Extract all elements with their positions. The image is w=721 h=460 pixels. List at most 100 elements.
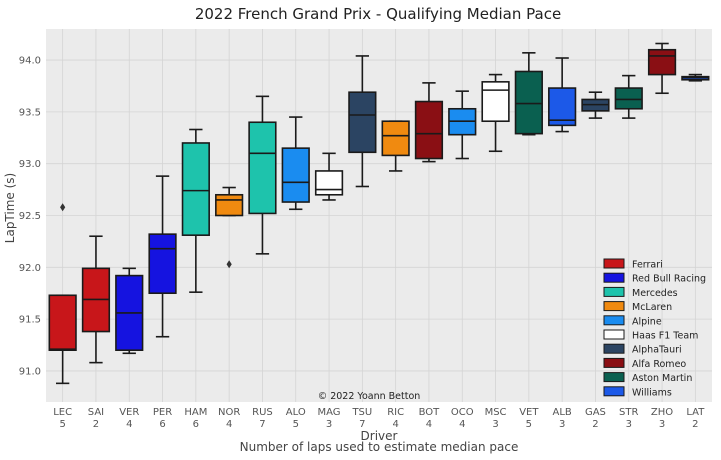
x-tick-driver: ALB: [553, 407, 572, 418]
legend-swatch: [603, 258, 625, 269]
y-tick-label: 91.5: [19, 315, 41, 326]
legend-swatch: [603, 343, 625, 354]
iqr-box: [48, 294, 77, 351]
boxplot-ver: [115, 267, 144, 355]
x-tick-driver: NOR: [218, 407, 240, 418]
x-axis-sublabel: Number of laps used to estimate median p…: [240, 440, 519, 454]
legend-swatch: [603, 301, 625, 312]
boxplot-rus: [248, 95, 277, 255]
x-axis-label: Driver: [361, 429, 398, 443]
iqr-box: [281, 147, 310, 203]
y-tick-labels: 91.0 91.5 92.0 92.5 93.0 93.5 94.0: [19, 56, 41, 378]
x-tick-laps: 2: [692, 419, 698, 430]
boxplot-ric: [381, 120, 410, 172]
x-tick-laps: 2: [93, 419, 99, 430]
legend-label: Ferrari: [632, 260, 663, 271]
x-tick-laps: 3: [492, 419, 498, 430]
boxplot-per: [148, 175, 177, 338]
iqr-box: [381, 120, 410, 157]
y-tick-label: 93.5: [19, 107, 41, 118]
x-tick-laps: 4: [459, 419, 465, 430]
legend-swatch: [603, 329, 625, 340]
boxplot-lat: [681, 73, 710, 82]
y-tick-label: 94.0: [19, 56, 41, 67]
x-tick-driver: LAT: [686, 407, 705, 418]
boxplot-bot: [414, 82, 444, 163]
x-tick-laps: 6: [193, 419, 199, 430]
x-tick-driver: ALO: [286, 407, 306, 418]
boxplot-sai: [81, 235, 111, 364]
x-tick-laps: 3: [659, 419, 665, 430]
iqr-box: [614, 87, 643, 110]
iqr-box: [481, 81, 510, 123]
x-tick-laps: 2: [592, 419, 598, 430]
legend-label: Alpine: [632, 316, 662, 327]
boxplot-alo: [281, 116, 310, 211]
boxplot-alb: [548, 57, 577, 133]
x-tick-driver: TSU: [351, 407, 372, 418]
legend-swatch: [603, 315, 625, 326]
x-tick-laps: 3: [559, 419, 565, 430]
legend-label: Williams: [632, 387, 672, 398]
x-tick-laps: 6: [159, 419, 165, 430]
legend-label: Mercedes: [632, 288, 678, 299]
iqr-box: [314, 170, 344, 196]
boxplot-zho: [647, 42, 677, 95]
iqr-box: [248, 121, 277, 215]
x-tick-driver: MSC: [485, 407, 507, 418]
legend-swatch: [603, 272, 625, 283]
legend-swatch: [603, 386, 625, 397]
boxplot-lec: [48, 203, 77, 385]
chart-title: 2022 French Grand Prix - Qualifying Medi…: [195, 5, 561, 23]
iqr-box: [148, 233, 177, 295]
x-tick-driver: VET: [519, 407, 539, 418]
iqr-box: [215, 193, 244, 217]
x-tick-driver: ZHO: [651, 407, 673, 418]
legend-swatch: [603, 286, 625, 297]
x-tick-driver: RUS: [252, 407, 273, 418]
boxplot-oco: [448, 90, 477, 160]
x-tick-driver: MAG: [318, 407, 341, 418]
x-tick-laps: 5: [59, 419, 65, 430]
legend-label: Haas F1 Team: [632, 331, 698, 342]
x-tick-laps: 7: [359, 419, 365, 430]
iqr-box: [348, 91, 377, 154]
y-tick-label: 92.5: [19, 211, 41, 222]
x-tick-laps: 7: [259, 419, 265, 430]
legend-label: AlphaTauri: [632, 345, 682, 356]
iqr-box: [181, 142, 210, 236]
boxplot-tsu: [348, 55, 377, 188]
boxplot-vet: [514, 52, 543, 136]
boxplot-str: [614, 74, 643, 119]
x-tick-laps: 4: [426, 419, 432, 430]
x-tick-driver: VER: [119, 407, 139, 418]
x-tick-driver: SAI: [88, 407, 104, 418]
iqr-box: [514, 70, 543, 135]
legend: Ferrari Red Bull Racing Mercedes McLaren Alp…: [603, 258, 706, 398]
x-tick-driver: HAM: [184, 407, 207, 418]
legend-label: McLaren: [632, 302, 672, 313]
x-tick-laps: 4: [392, 419, 398, 430]
boxplot-gas: [581, 91, 610, 119]
boxplots: [48, 42, 710, 385]
x-tick-laps: 5: [293, 419, 299, 430]
x-tick-driver: RIC: [387, 407, 404, 418]
x-tick-driver: BOT: [419, 407, 441, 418]
outlier-marker: [226, 260, 232, 269]
legend-swatch: [603, 372, 625, 383]
boxplot-nor: [215, 186, 244, 269]
y-tick-label: 92.0: [19, 263, 41, 274]
x-tick-laps: 3: [326, 419, 332, 430]
y-tick-label: 93.0: [19, 159, 41, 170]
y-axis-label: LapTime (s): [3, 173, 17, 243]
boxplot-mag: [314, 152, 344, 201]
outlier-marker: [60, 203, 66, 212]
boxplot-ham: [181, 128, 210, 293]
legend-label: Alfa Romeo: [632, 359, 686, 370]
boxplot-msc: [481, 73, 510, 153]
iqr-box: [647, 48, 677, 76]
x-tick-driver: OCO: [451, 407, 474, 418]
legend-swatch: [603, 357, 625, 368]
x-tick-labels: LEC5SAI2VER4PER6HAM6NOR4RUS7ALO5MAG3TSU7…: [53, 407, 705, 430]
